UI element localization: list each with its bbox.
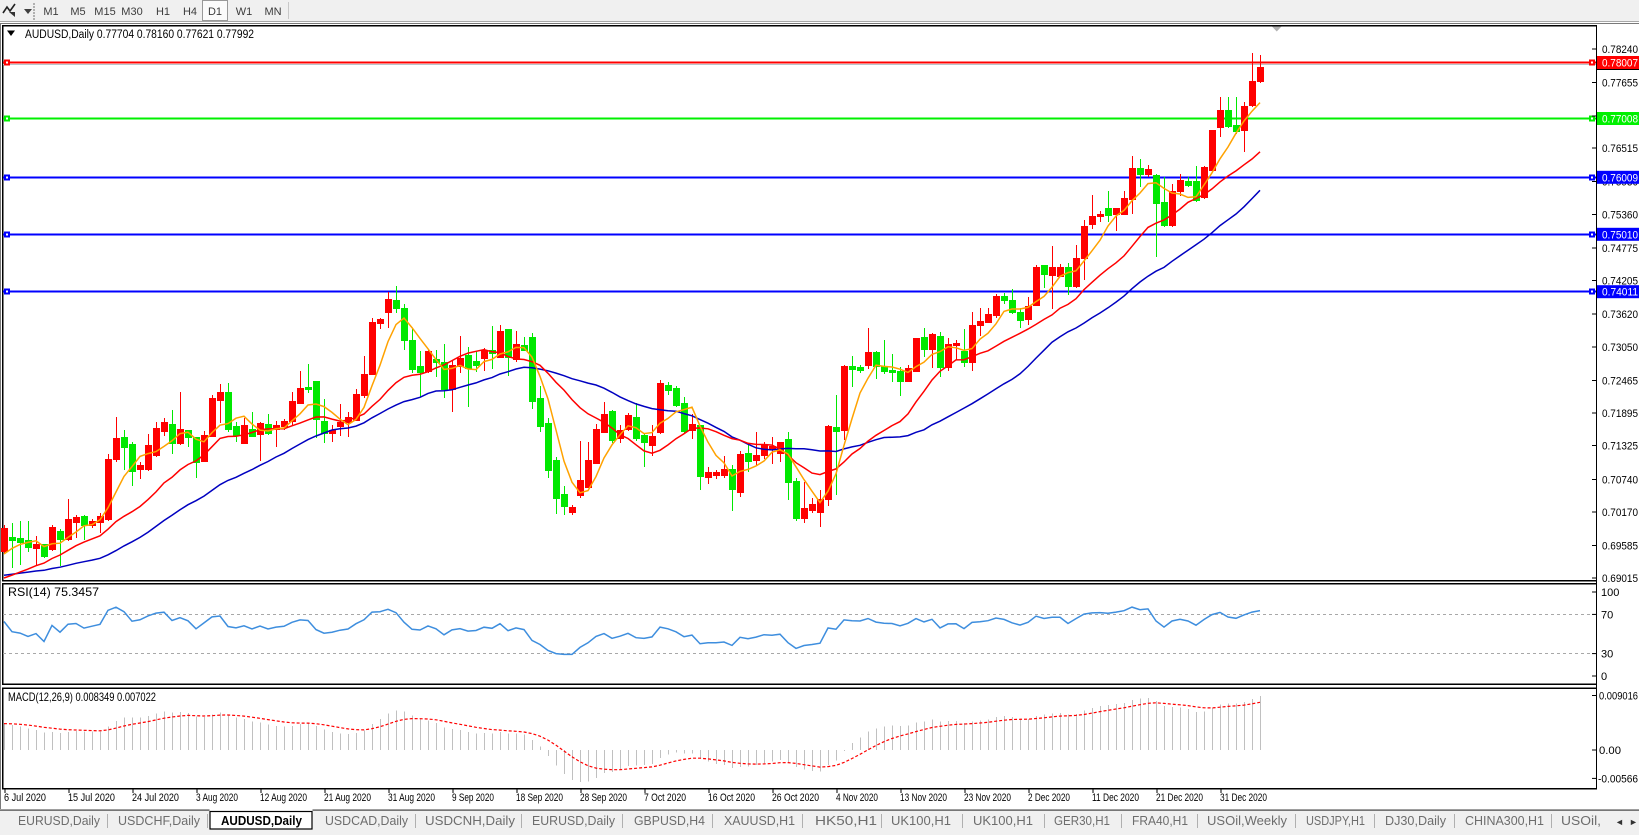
svg-text:0.72465: 0.72465: [1602, 375, 1638, 387]
svg-text:0.78007: 0.78007: [1602, 58, 1638, 70]
svg-text:0.74011: 0.74011: [1602, 287, 1638, 299]
svg-text:UK100,H1: UK100,H1: [891, 814, 951, 828]
svg-text:15 Jul 2020: 15 Jul 2020: [68, 792, 115, 804]
svg-text:11 Dec 2020: 11 Dec 2020: [1092, 792, 1139, 804]
svg-text:USDCHF,Daily: USDCHF,Daily: [118, 814, 201, 828]
svg-text:7 Oct 2020: 7 Oct 2020: [644, 792, 686, 804]
svg-text:0.70740: 0.70740: [1602, 474, 1638, 486]
svg-text:30: 30: [1601, 649, 1613, 661]
svg-text:28 Sep 2020: 28 Sep 2020: [580, 792, 627, 804]
svg-text:RSI(14) 75.3457: RSI(14) 75.3457: [8, 585, 99, 599]
svg-text:16 Oct 2020: 16 Oct 2020: [708, 792, 755, 804]
svg-text:0.00: 0.00: [1599, 745, 1621, 757]
svg-text:9 Sep 2020: 9 Sep 2020: [452, 792, 494, 804]
svg-text:-0.00566: -0.00566: [1598, 773, 1638, 785]
svg-text:0.78240: 0.78240: [1602, 44, 1638, 56]
svg-text:70: 70: [1601, 609, 1613, 621]
svg-text:18 Sep 2020: 18 Sep 2020: [516, 792, 563, 804]
svg-text:0.73050: 0.73050: [1602, 342, 1638, 354]
svg-text:USOil,Weekly: USOil,Weekly: [1207, 814, 1288, 828]
svg-text:AUDUSD,Daily 0.77704 0.78160: AUDUSD,Daily 0.77704 0.78160 0.77621 0.7…: [25, 29, 254, 41]
svg-text:EURUSD,Daily: EURUSD,Daily: [532, 814, 616, 828]
svg-text:CHINA300,H1: CHINA300,H1: [1465, 814, 1544, 828]
svg-text:D1: D1: [208, 6, 222, 18]
svg-text:M30: M30: [121, 6, 142, 18]
svg-text:►: ►: [1629, 817, 1638, 827]
svg-text:23 Nov 2020: 23 Nov 2020: [964, 792, 1011, 804]
svg-text:GER30,H1: GER30,H1: [1054, 814, 1110, 828]
svg-text:UK100,H1: UK100,H1: [973, 814, 1033, 828]
svg-text:31 Dec 2020: 31 Dec 2020: [1220, 792, 1267, 804]
svg-text:13 Nov 2020: 13 Nov 2020: [900, 792, 947, 804]
svg-text:0.71895: 0.71895: [1602, 408, 1638, 420]
svg-text:AUDUSD,Daily: AUDUSD,Daily: [221, 814, 302, 828]
svg-text:0.76009: 0.76009: [1602, 172, 1638, 184]
svg-text:21 Aug 2020: 21 Aug 2020: [324, 792, 371, 804]
svg-text:EURUSD,Daily: EURUSD,Daily: [18, 814, 101, 828]
svg-text:0.70170: 0.70170: [1602, 507, 1638, 519]
svg-text:USOil,: USOil,: [1561, 814, 1601, 828]
svg-text:21 Dec 2020: 21 Dec 2020: [1156, 792, 1203, 804]
svg-text:0.74205: 0.74205: [1602, 276, 1638, 288]
svg-text:0.76515: 0.76515: [1602, 143, 1638, 155]
svg-text:6 Jul 2020: 6 Jul 2020: [4, 792, 46, 804]
svg-text:USDCNH,Daily: USDCNH,Daily: [425, 814, 516, 828]
svg-text:0.69585: 0.69585: [1602, 541, 1638, 553]
svg-text:0.75360: 0.75360: [1602, 209, 1638, 221]
svg-text:0.74775: 0.74775: [1602, 243, 1638, 255]
svg-text:MN: MN: [264, 6, 281, 18]
svg-text:MACD(12,26,9) 0.008349 0.00702: MACD(12,26,9) 0.008349 0.007022: [8, 690, 156, 704]
svg-text:0.69015: 0.69015: [1602, 573, 1638, 585]
svg-text:GBPUSD,H4: GBPUSD,H4: [634, 814, 705, 828]
svg-text:0.77655: 0.77655: [1602, 78, 1638, 90]
svg-text:0.009016: 0.009016: [1599, 691, 1638, 703]
svg-text:M1: M1: [43, 6, 58, 18]
svg-text:24 Jul 2020: 24 Jul 2020: [132, 792, 179, 804]
svg-text:12 Aug 2020: 12 Aug 2020: [260, 792, 307, 804]
svg-text:3 Aug 2020: 3 Aug 2020: [196, 792, 238, 804]
svg-text:H4: H4: [183, 6, 197, 18]
svg-text:0: 0: [1601, 671, 1607, 683]
svg-text:4 Nov 2020: 4 Nov 2020: [836, 792, 878, 804]
svg-text:M5: M5: [70, 6, 85, 18]
svg-text:FRA40,H1: FRA40,H1: [1132, 814, 1188, 828]
svg-text:0.71325: 0.71325: [1602, 441, 1638, 453]
svg-text:H1: H1: [156, 6, 170, 18]
svg-text:DJ30,Daily: DJ30,Daily: [1385, 814, 1447, 828]
svg-text:USDJPY,H1: USDJPY,H1: [1306, 814, 1365, 828]
svg-text:100: 100: [1601, 587, 1619, 599]
svg-text:M15: M15: [94, 6, 115, 18]
svg-text:◄: ◄: [1615, 817, 1624, 827]
svg-text:XAUUSD,H1: XAUUSD,H1: [724, 814, 795, 828]
svg-text:USDCAD,Daily: USDCAD,Daily: [325, 814, 409, 828]
svg-text:26 Oct 2020: 26 Oct 2020: [772, 792, 819, 804]
svg-text:0.75010: 0.75010: [1602, 229, 1638, 241]
svg-text:W1: W1: [236, 6, 253, 18]
svg-text:0.73620: 0.73620: [1602, 309, 1638, 321]
svg-text:0.77008: 0.77008: [1602, 114, 1638, 126]
svg-text:2 Dec 2020: 2 Dec 2020: [1028, 792, 1070, 804]
svg-text:31 Aug 2020: 31 Aug 2020: [388, 792, 435, 804]
svg-text:HK50,H1: HK50,H1: [815, 814, 877, 828]
